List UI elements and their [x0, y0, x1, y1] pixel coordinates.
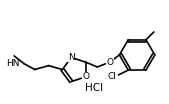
Text: O: O: [82, 72, 89, 81]
Text: O: O: [107, 58, 114, 67]
Text: N: N: [68, 53, 75, 62]
Text: Cl: Cl: [108, 72, 116, 81]
Text: HN: HN: [7, 59, 20, 68]
Text: HCl: HCl: [85, 83, 104, 93]
